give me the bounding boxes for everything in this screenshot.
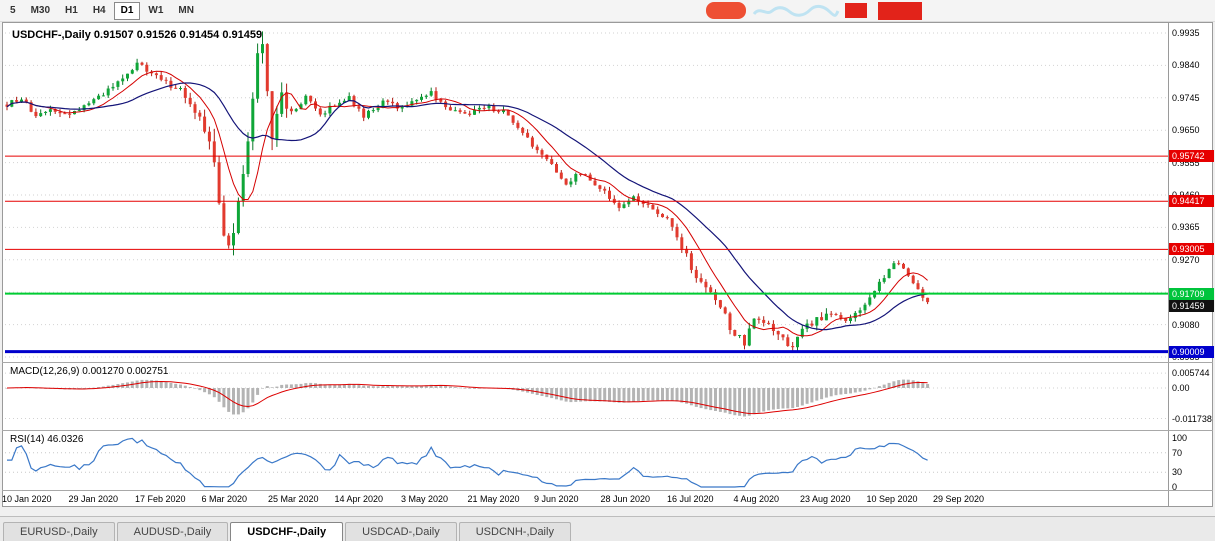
date-tick-label: 29 Sep 2020 bbox=[933, 494, 985, 504]
period-button-m30[interactable]: M30 bbox=[30, 4, 51, 16]
date-tick-label: 17 Feb 2020 bbox=[135, 494, 186, 504]
date-tick-label: 16 Jul 2020 bbox=[667, 494, 714, 504]
date-tick-label: 14 Apr 2020 bbox=[334, 494, 384, 504]
date-tick-label: 9 Jun 2020 bbox=[534, 494, 579, 504]
period-button-5[interactable]: 5 bbox=[10, 4, 16, 16]
date-tick-label: 21 May 2020 bbox=[467, 494, 520, 504]
ad-overlay-script-icon bbox=[752, 4, 840, 17]
price-level-badge: 0.95742 bbox=[1169, 150, 1214, 163]
rsi-header: RSI(14) 46.0326 bbox=[10, 434, 84, 445]
date-tick-label: 3 May 2020 bbox=[401, 494, 449, 504]
price-level-badge: 0.90009 bbox=[1169, 345, 1214, 358]
macd-header: MACD(12,26,9) 0.001270 0.002751 bbox=[10, 366, 169, 377]
horizontal-scrollbar[interactable] bbox=[0, 508, 1215, 516]
price-chart-canvas[interactable] bbox=[5, 26, 1168, 362]
symbol-tab-usdchf[interactable]: USDCHF-,Daily bbox=[230, 522, 344, 541]
symbol-tab-usdcnh[interactable]: USDCNH-,Daily bbox=[458, 522, 571, 541]
price-axis-separator bbox=[1168, 22, 1169, 507]
macd-axis-label: 0.00 bbox=[1172, 383, 1190, 393]
rsi-axis-label: 100 bbox=[1172, 433, 1188, 443]
price-tick-label: 0.9080 bbox=[1172, 319, 1200, 330]
panel-separator-rsi[interactable] bbox=[2, 430, 1213, 431]
ad-overlay-box-large bbox=[878, 2, 922, 20]
price-level-badge: 0.94417 bbox=[1169, 195, 1214, 208]
date-tick-label: 25 Mar 2020 bbox=[268, 494, 319, 504]
price-tick-label: 0.9555 bbox=[1172, 157, 1200, 168]
period-button-w1[interactable]: W1 bbox=[148, 4, 164, 16]
rsi-axis-label: 30 bbox=[1172, 467, 1183, 478]
date-tick-label: 10 Sep 2020 bbox=[866, 494, 918, 504]
symbol-tabbar: EURUSD-,Daily AUDUSD-,Daily USDCHF-,Daily U… bbox=[0, 516, 1215, 541]
price-tick-label: 0.9935 bbox=[1172, 28, 1200, 38]
chart-title: USDCHF-,Daily 0.91507 0.91526 0.91454 0.… bbox=[12, 29, 263, 41]
price-level-badge: 0.91709 bbox=[1169, 287, 1214, 300]
rsi-axis-label: 70 bbox=[1172, 447, 1183, 458]
date-tick-label: 29 Jan 2020 bbox=[68, 494, 119, 504]
price-tick-label: 0.9840 bbox=[1172, 60, 1200, 71]
rsi-axis-label: 0 bbox=[1172, 482, 1178, 492]
symbol-tab-audusd[interactable]: AUDUSD-,Daily bbox=[116, 522, 229, 541]
price-level-badge: 0.91459 bbox=[1169, 299, 1214, 312]
price-tick-label: 0.9460 bbox=[1172, 190, 1214, 200]
date-tick-label: 4 Aug 2020 bbox=[733, 494, 780, 504]
price-tick-label: 0.9270 bbox=[1172, 254, 1200, 265]
symbol-tab-eurusd[interactable]: EURUSD-,Daily bbox=[3, 522, 115, 541]
ad-overlay-pill-icon bbox=[706, 2, 746, 19]
symbol-tab-usdcad[interactable]: USDCAD-,Daily bbox=[345, 522, 457, 541]
period-button-mn[interactable]: MN bbox=[178, 4, 194, 16]
period-toolbar: 5 M30 H1 H4 D1 W1 MN bbox=[0, 0, 1215, 22]
period-buttons: 5 M30 H1 H4 D1 W1 MN bbox=[3, 1, 202, 20]
period-button-d1[interactable]: D1 bbox=[113, 1, 141, 20]
price-level-badge: 0.93005 bbox=[1169, 243, 1214, 256]
price-tick-label: 0.9650 bbox=[1172, 125, 1200, 136]
rsi-panel-canvas[interactable] bbox=[5, 432, 1168, 490]
macd-axis-label: 0.005744 bbox=[1172, 368, 1210, 379]
macd-panel-canvas[interactable] bbox=[5, 364, 1168, 428]
price-tick-label: 0.9365 bbox=[1172, 222, 1200, 233]
panel-separator-dates bbox=[2, 490, 1213, 491]
macd-axis-label: -0.011738 bbox=[1172, 413, 1212, 424]
period-button-h1[interactable]: H1 bbox=[65, 4, 78, 16]
date-tick-label: 28 Jun 2020 bbox=[600, 494, 651, 504]
price-tick-label: 0.9745 bbox=[1172, 92, 1200, 103]
ad-overlay-box-small bbox=[845, 3, 867, 18]
period-button-h4[interactable]: H4 bbox=[92, 4, 106, 16]
date-tick-label: 23 Aug 2020 bbox=[800, 494, 851, 504]
panel-separator-macd[interactable] bbox=[2, 362, 1213, 363]
date-tick-label: 6 Mar 2020 bbox=[201, 494, 248, 504]
date-tick-label: 10 Jan 2020 bbox=[2, 494, 52, 504]
